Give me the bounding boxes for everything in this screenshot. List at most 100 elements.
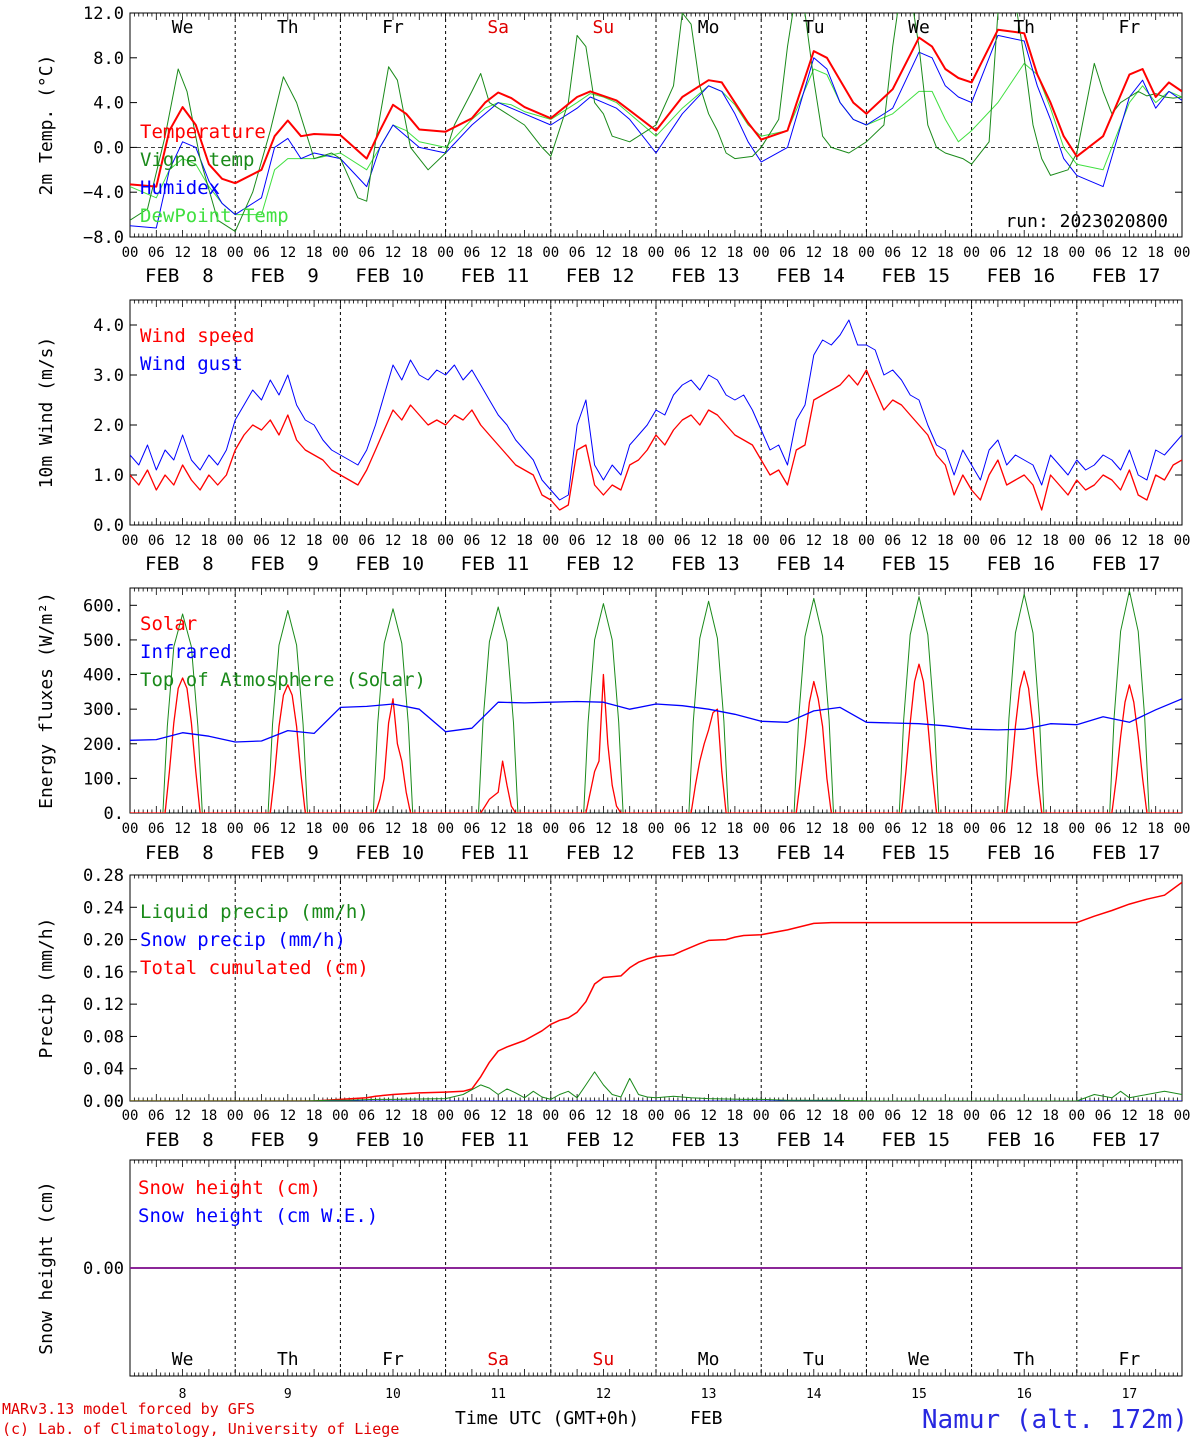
day-number-label: 17 <box>1122 1387 1138 1402</box>
hour-tick-label: 12 <box>911 533 928 549</box>
series-line-3 <box>130 34 1182 229</box>
hour-tick-label: 00 <box>437 533 454 549</box>
day-name-label: Sa <box>487 1349 509 1370</box>
hour-tick-label: 12 <box>385 245 402 261</box>
date-label: FEB 12 <box>566 842 635 864</box>
hour-tick-label: 00 <box>122 821 139 837</box>
hour-tick-label: 06 <box>358 1108 375 1124</box>
date-label: FEB 16 <box>987 842 1056 864</box>
hour-tick-label: 18 <box>937 821 954 837</box>
hour-tick-label: 06 <box>148 245 165 261</box>
y-tick-label: 200. <box>83 735 124 755</box>
hour-tick-label: 18 <box>200 533 217 549</box>
legend-entry-2: Snow precip (mm/h) <box>140 929 346 951</box>
date-label: FEB 11 <box>461 553 530 575</box>
hour-tick-label: 18 <box>832 821 849 837</box>
hour-tick-label: 06 <box>358 245 375 261</box>
hour-tick-label: 06 <box>779 1108 796 1124</box>
y-axis-label: 10m Wind (m/s) <box>36 337 57 489</box>
hour-tick-label: 00 <box>648 821 665 837</box>
day-name-label: Fr <box>382 17 404 38</box>
y-tick-label: 0.08 <box>83 1027 124 1047</box>
hour-tick-label: 12 <box>595 533 612 549</box>
hour-tick-label: 00 <box>332 533 349 549</box>
hour-tick-label: 12 <box>1016 1108 1033 1124</box>
hour-tick-label: 12 <box>1016 821 1033 837</box>
hour-tick-label: 06 <box>884 533 901 549</box>
day-name-label: Su <box>593 1349 615 1370</box>
hour-tick-label: 00 <box>753 1108 770 1124</box>
legend-entry-1: Temperature <box>140 121 266 143</box>
day-name-label: Su <box>593 17 615 38</box>
y-tick-label: 400. <box>83 666 124 686</box>
date-label: FEB 16 <box>987 265 1056 287</box>
legend-entry-4: DewPoint Temp <box>140 205 289 227</box>
hour-tick-label: 00 <box>753 245 770 261</box>
series-line-4 <box>130 62 1182 216</box>
date-label: FEB 8 <box>145 842 214 864</box>
hour-tick-label: 06 <box>569 245 586 261</box>
date-label: FEB 10 <box>355 553 424 575</box>
date-label: FEB 11 <box>461 265 530 287</box>
hour-tick-label: 06 <box>148 1108 165 1124</box>
hour-tick-label: 12 <box>1121 821 1138 837</box>
date-label: FEB 16 <box>987 553 1056 575</box>
day-number-label: 10 <box>385 1387 401 1402</box>
day-name-label: Tu <box>803 17 825 38</box>
date-label: FEB 11 <box>461 842 530 864</box>
date-label: FEB 13 <box>671 842 740 864</box>
hour-tick-label: 18 <box>1042 245 1059 261</box>
hour-tick-label: 06 <box>1095 1108 1112 1124</box>
hour-tick-label: 00 <box>227 821 244 837</box>
y-tick-label: 0.12 <box>83 995 124 1015</box>
hour-tick-label: 00 <box>122 245 139 261</box>
day-name-label: Mo <box>698 1349 720 1370</box>
hour-tick-label: 12 <box>1121 533 1138 549</box>
day-name-label: We <box>172 1349 194 1370</box>
hour-tick-label: 00 <box>542 821 559 837</box>
location-label: Namur (alt. 172m) <box>922 1405 1188 1435</box>
hour-tick-label: 00 <box>963 821 980 837</box>
y-tick-label: 300. <box>83 700 124 720</box>
y-tick-label: 0.28 <box>83 866 124 886</box>
credit-line-1: MARv3.13 model forced by GFS <box>2 1400 255 1418</box>
hour-tick-label: 12 <box>700 1108 717 1124</box>
hour-tick-label: 12 <box>700 821 717 837</box>
day-number-label: 8 <box>179 1387 187 1402</box>
hour-tick-label: 12 <box>279 1108 296 1124</box>
y-tick-label: 2.0 <box>93 416 124 436</box>
hour-tick-label: 18 <box>1147 821 1164 837</box>
plot-frame <box>129 299 1183 526</box>
hour-tick-label: 12 <box>805 245 822 261</box>
y-tick-label: 4.0 <box>93 316 124 336</box>
hour-tick-label: 00 <box>648 1108 665 1124</box>
y-tick-label: −4.0 <box>83 183 124 203</box>
hour-tick-label: 00 <box>542 1108 559 1124</box>
hour-tick-label: 06 <box>463 533 480 549</box>
hour-tick-label: 12 <box>490 1108 507 1124</box>
hour-tick-label: 00 <box>963 533 980 549</box>
hour-tick-label: 00 <box>1174 533 1191 549</box>
series-line-1 <box>130 28 1182 188</box>
hour-tick-label: 18 <box>1147 533 1164 549</box>
day-name-label: Th <box>1013 17 1035 38</box>
y-tick-label: 0.24 <box>83 898 124 918</box>
y-tick-label: 0.00 <box>83 1092 124 1112</box>
hour-tick-label: 00 <box>648 533 665 549</box>
hour-tick-label: 00 <box>437 245 454 261</box>
hour-tick-label: 18 <box>1147 245 1164 261</box>
legend-entry-2: Snow height (cm W.E.) <box>138 1205 378 1227</box>
hour-tick-label: 12 <box>1016 245 1033 261</box>
hour-tick-label: 18 <box>621 533 638 549</box>
day-name-label: Fr <box>1119 1349 1141 1370</box>
hour-tick-label: 06 <box>674 1108 691 1124</box>
hour-tick-label: 06 <box>779 533 796 549</box>
y-tick-label: 4.0 <box>93 94 124 114</box>
hour-tick-label: 18 <box>832 245 849 261</box>
hour-tick-label: 18 <box>200 245 217 261</box>
hour-tick-label: 06 <box>463 245 480 261</box>
hour-tick-label: 06 <box>989 1108 1006 1124</box>
date-label: FEB 12 <box>566 553 635 575</box>
date-label: FEB 15 <box>881 265 950 287</box>
